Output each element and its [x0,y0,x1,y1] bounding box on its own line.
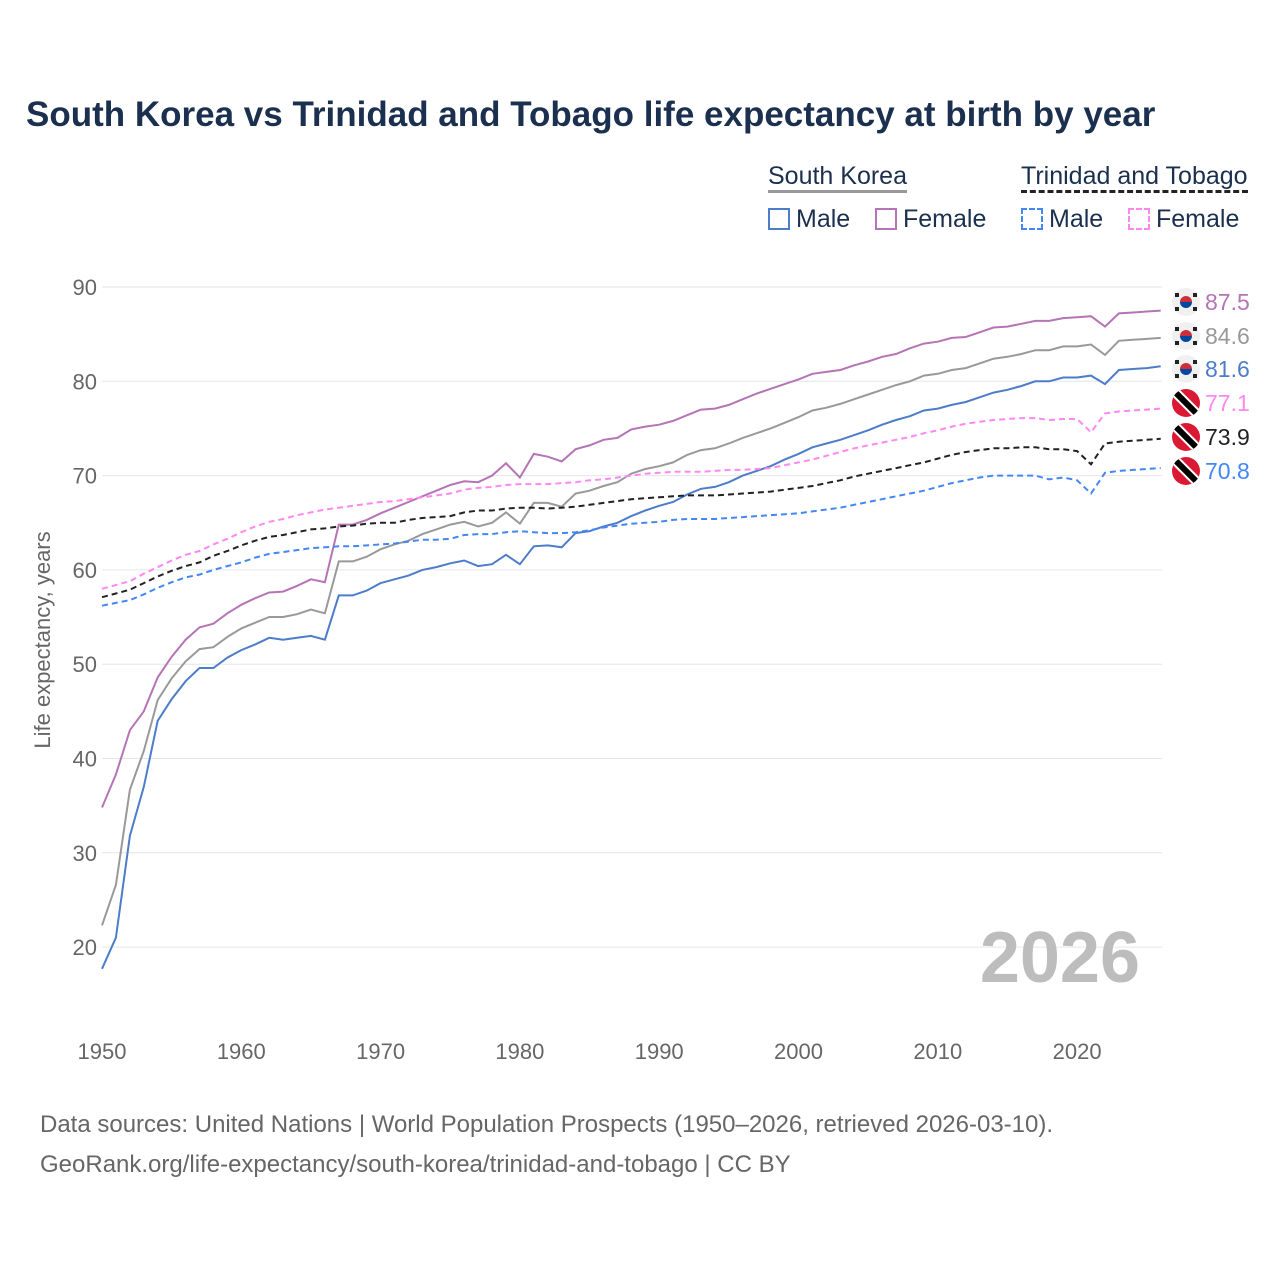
legend-label: Female [903,205,987,233]
x-tick-label: 1960 [217,1039,266,1064]
legend-swatch [875,208,897,230]
legend-tt-male[interactable]: Male [1021,205,1103,234]
y-tick-label: 70 [73,464,97,489]
legend-label: Female [1156,205,1240,233]
x-tick-label: 1950 [78,1039,127,1064]
series-line [101,365,1161,970]
series-line [101,437,1161,599]
series-line [101,407,1161,590]
y-tick-label: 60 [73,558,97,583]
legend-group-south-korea: South Korea [768,162,907,193]
legend-sk-male[interactable]: Male [768,205,850,234]
series-line [101,309,1161,808]
y-tick-label: 50 [73,652,97,677]
south-korea-flag-icon [1172,322,1200,350]
legend-swatch [1128,208,1150,230]
x-tick-label: 2010 [913,1039,962,1064]
end-value-label: 87.5 [1205,289,1250,315]
legend-group-trinidad: Trinidad and Tobago [1021,162,1248,193]
legend-label: Male [796,205,851,233]
trinidad-flag-icon [1172,457,1200,485]
y-tick-label: 30 [73,841,97,866]
x-tick-label: 1970 [356,1039,405,1064]
legend-swatch [1021,208,1043,230]
trinidad-flag-icon [1172,423,1200,451]
source-line: Data sources: United Nations | World Pop… [40,1111,1054,1138]
chart-title: South Korea vs Trinidad and Tobago life … [26,95,1156,134]
end-value-label: 77.1 [1205,390,1250,416]
series-line [101,336,1161,926]
end-value-label: 70.8 [1205,458,1250,484]
legend-tt-female[interactable]: Female [1128,205,1239,234]
y-tick-label: 90 [73,275,97,300]
x-tick-label: 2020 [1053,1039,1102,1064]
x-tick-label: 1980 [495,1039,544,1064]
source-note: Data sources: United Nations | World Pop… [40,1105,1053,1185]
legend-sk-female[interactable]: Female [875,205,986,234]
south-korea-flag-icon [1172,288,1200,316]
trinidad-flag-icon [1172,389,1200,417]
y-axis-label: Life expectancy, years [30,531,55,748]
x-tick-label: 1990 [635,1039,684,1064]
series-line [101,467,1161,607]
y-tick-label: 20 [73,935,97,960]
legend-swatch [768,208,790,230]
source-link[interactable]: GeoRank.org/life-expectancy/south-korea/… [40,1151,791,1178]
legend-label: Male [1049,205,1104,233]
end-value-label: 84.6 [1205,323,1250,349]
end-value-label: 73.9 [1205,424,1250,450]
y-tick-label: 40 [73,747,97,772]
end-value-label: 81.6 [1205,356,1250,382]
y-tick-label: 80 [73,369,97,394]
year-watermark: 2026 [980,918,1140,998]
south-korea-flag-icon [1172,355,1200,383]
x-tick-label: 2000 [774,1039,823,1064]
